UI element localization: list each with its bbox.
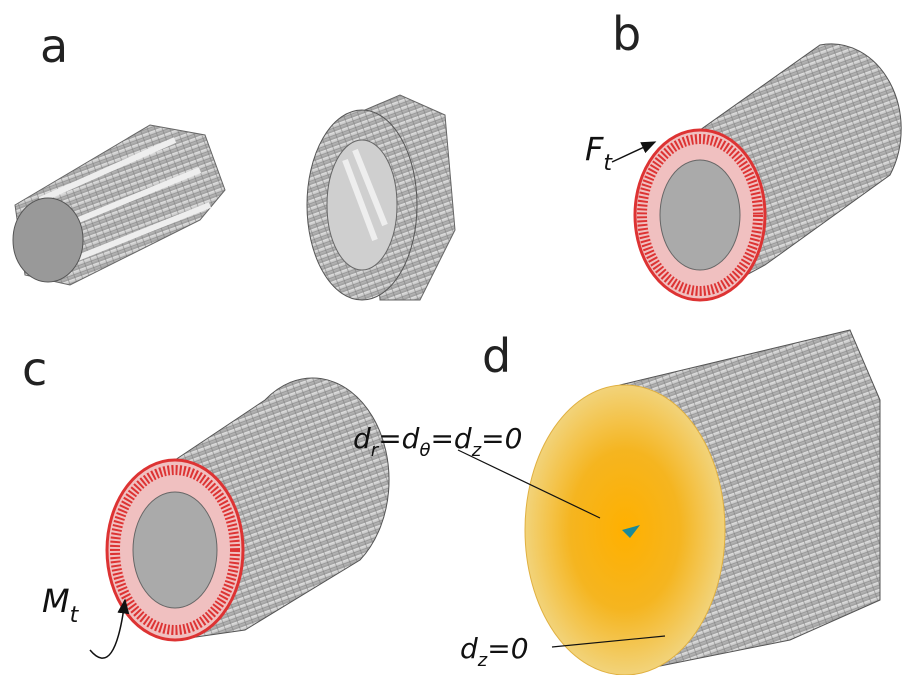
text: =0 (487, 632, 528, 665)
moment-label: Mt (42, 582, 80, 628)
fixed-axial-label: dz=0 (460, 632, 529, 671)
subscript: t (70, 603, 80, 628)
panel-label: c (22, 342, 47, 396)
cylinder-b (635, 44, 901, 300)
text: d (353, 422, 371, 455)
force-arrow (612, 142, 655, 162)
subscript: θ (419, 440, 430, 461)
text: d (454, 422, 472, 455)
panel-label: b (612, 7, 641, 61)
panel-label: d (482, 329, 511, 383)
text: d (402, 422, 420, 455)
figure: a b c d Ft Mt dr=dθ=dz=0 dz=0 (0, 0, 911, 675)
symbol: M (42, 582, 70, 620)
twisted-rod (13, 125, 225, 285)
force-label: Ft (585, 130, 613, 176)
subscript: z (477, 650, 488, 671)
subscript: z (471, 440, 482, 461)
cylinder-d (525, 330, 880, 675)
text: = (430, 422, 453, 455)
symbol: F (585, 130, 604, 168)
subscript: t (603, 151, 613, 176)
text: = (378, 422, 401, 455)
hollow-cylinder (307, 95, 455, 300)
text: d (460, 632, 478, 665)
moment-arrow (90, 600, 125, 658)
text: =0 (481, 422, 522, 455)
panel-label: a (40, 19, 68, 73)
cylinder-c (107, 378, 389, 640)
